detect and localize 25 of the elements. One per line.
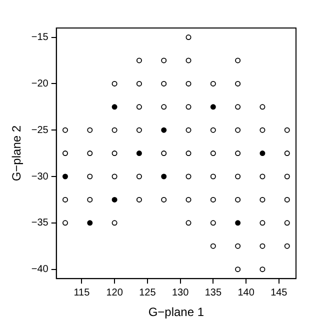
- point: [161, 127, 167, 133]
- point: [210, 104, 216, 110]
- y-tick-label: −35: [31, 218, 49, 229]
- point: [62, 174, 68, 180]
- point: [112, 104, 118, 110]
- y-axis-title: G−plane 2: [10, 125, 24, 182]
- x-tick-label: 145: [270, 287, 288, 298]
- point: [136, 150, 142, 156]
- point: [260, 150, 266, 156]
- x-tick-label: 140: [238, 287, 255, 298]
- point: [235, 220, 241, 226]
- x-tick-label: 120: [106, 287, 124, 298]
- point: [112, 196, 118, 202]
- x-tick-label: 130: [172, 287, 190, 298]
- y-tick-label: −20: [31, 78, 49, 90]
- x-axis-title: G−plane 1: [148, 305, 204, 320]
- y-tick-label: −25: [31, 124, 49, 136]
- y-tick-label: −15: [31, 32, 49, 44]
- y-tick-label: −30: [31, 171, 49, 182]
- y-tick-label: −40: [31, 264, 49, 276]
- point: [161, 174, 167, 180]
- x-tick-label: 115: [74, 287, 90, 298]
- point: [87, 220, 93, 226]
- x-tick-label: 125: [139, 287, 156, 298]
- x-tick-label: 135: [204, 287, 222, 298]
